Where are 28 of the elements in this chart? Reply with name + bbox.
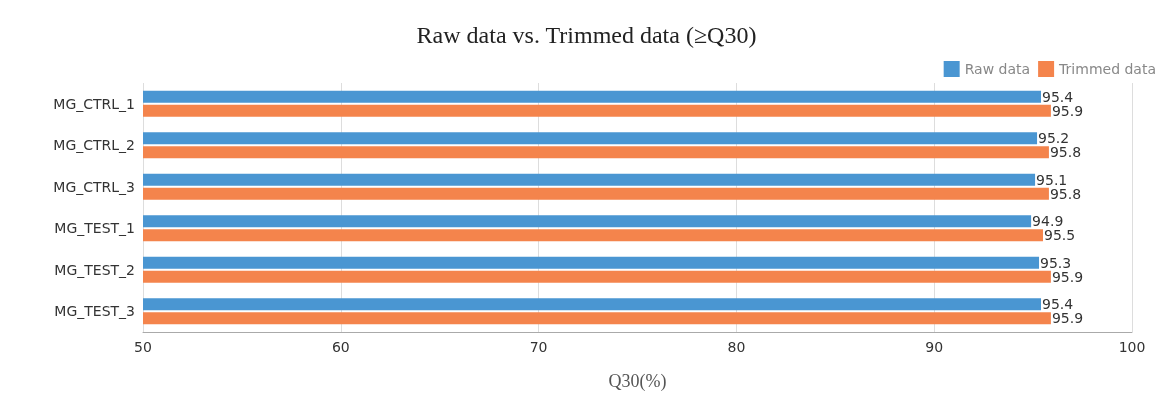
data-label: 95.9 <box>1051 102 1084 119</box>
x-axis-title: Q30(%) <box>608 371 667 392</box>
x-tick-label: 60 <box>331 339 350 355</box>
legend-label: Raw data <box>964 61 1031 77</box>
x-tick-label: 50 <box>134 339 152 355</box>
x-tick-label: 80 <box>727 339 746 355</box>
y-tick-label: MG_TEST_2 <box>54 261 135 278</box>
data-label: 95.3 <box>1040 254 1072 271</box>
x-tick-label: 90 <box>925 339 944 355</box>
data-label: 95.1 <box>1036 171 1068 188</box>
y-tick-label: MG_CTRL_1 <box>53 95 135 112</box>
data-label: 95.4 <box>1042 88 1074 105</box>
data-label: 95.5 <box>1043 227 1076 244</box>
y-tick-label: MG_TEST_3 <box>54 303 135 320</box>
data-label: 95.9 <box>1051 268 1084 285</box>
y-tick-label: MG_CTRL_3 <box>53 178 135 195</box>
data-label: 95.9 <box>1051 310 1084 327</box>
data-label: 94.9 <box>1032 213 1064 230</box>
chart-title: Raw data vs. Trimmed data (≥Q30) <box>416 22 757 48</box>
data-label: 95.4 <box>1042 296 1074 313</box>
x-tick-label: 70 <box>529 339 548 355</box>
y-tick-label: MG_TEST_1 <box>54 220 135 237</box>
x-tick-label: 100 <box>1118 339 1146 355</box>
legend-label: Trimmed data <box>1058 61 1157 77</box>
data-label: 95.2 <box>1038 130 1070 147</box>
y-tick-label: MG_CTRL_2 <box>53 137 135 154</box>
data-label: 95.8 <box>1049 185 1082 202</box>
data-label: 95.8 <box>1049 144 1082 161</box>
